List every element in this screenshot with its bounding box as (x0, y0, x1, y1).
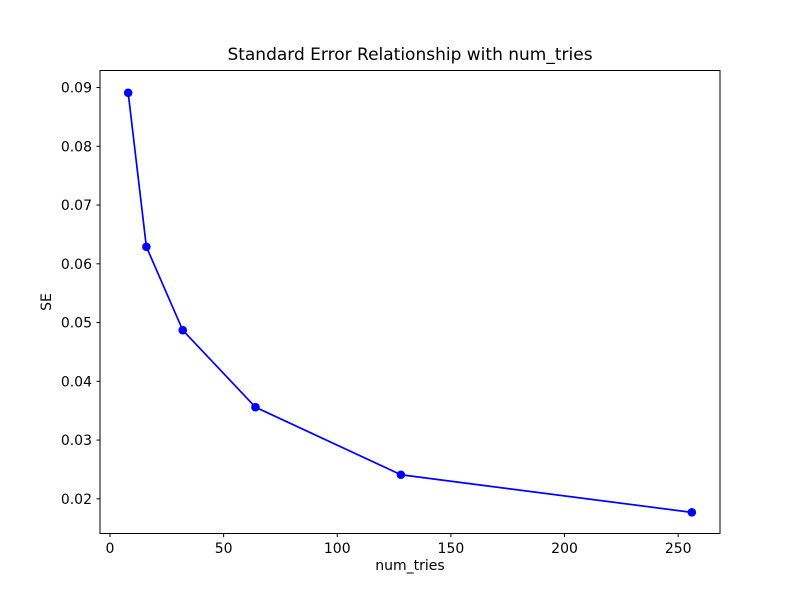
x-tick-label: 100 (324, 541, 351, 557)
y-tick-label: 0.07 (61, 198, 92, 214)
data-line (127, 91, 693, 514)
x-axis-label: num_tries (375, 558, 445, 574)
y-tick-label: 0.08 (61, 139, 92, 155)
y-tick-label: 0.02 (61, 492, 92, 508)
data-point (123, 88, 133, 98)
x-tick-label: 0 (106, 541, 115, 557)
data-point (396, 470, 406, 480)
y-tick-label: 0.09 (61, 81, 92, 97)
data-point (687, 508, 697, 517)
x-tick-label: 200 (551, 541, 578, 557)
y-axis-label: SE (39, 293, 55, 311)
x-tick-label: 50 (215, 541, 233, 557)
data-point (142, 242, 151, 252)
y-tick-label: 0.04 (61, 374, 92, 390)
axes-frame (99, 70, 721, 534)
y-tick-label: 0.05 (61, 316, 92, 332)
data-point (251, 402, 260, 412)
y-tick-label: 0.03 (61, 433, 92, 449)
y-tick-label: 0.06 (61, 257, 92, 273)
data-point (178, 325, 188, 335)
x-tick-label: 250 (665, 541, 692, 557)
chart-title: Standard Error Relationship with num_tri… (227, 45, 593, 65)
x-tick-label: 150 (438, 541, 465, 557)
